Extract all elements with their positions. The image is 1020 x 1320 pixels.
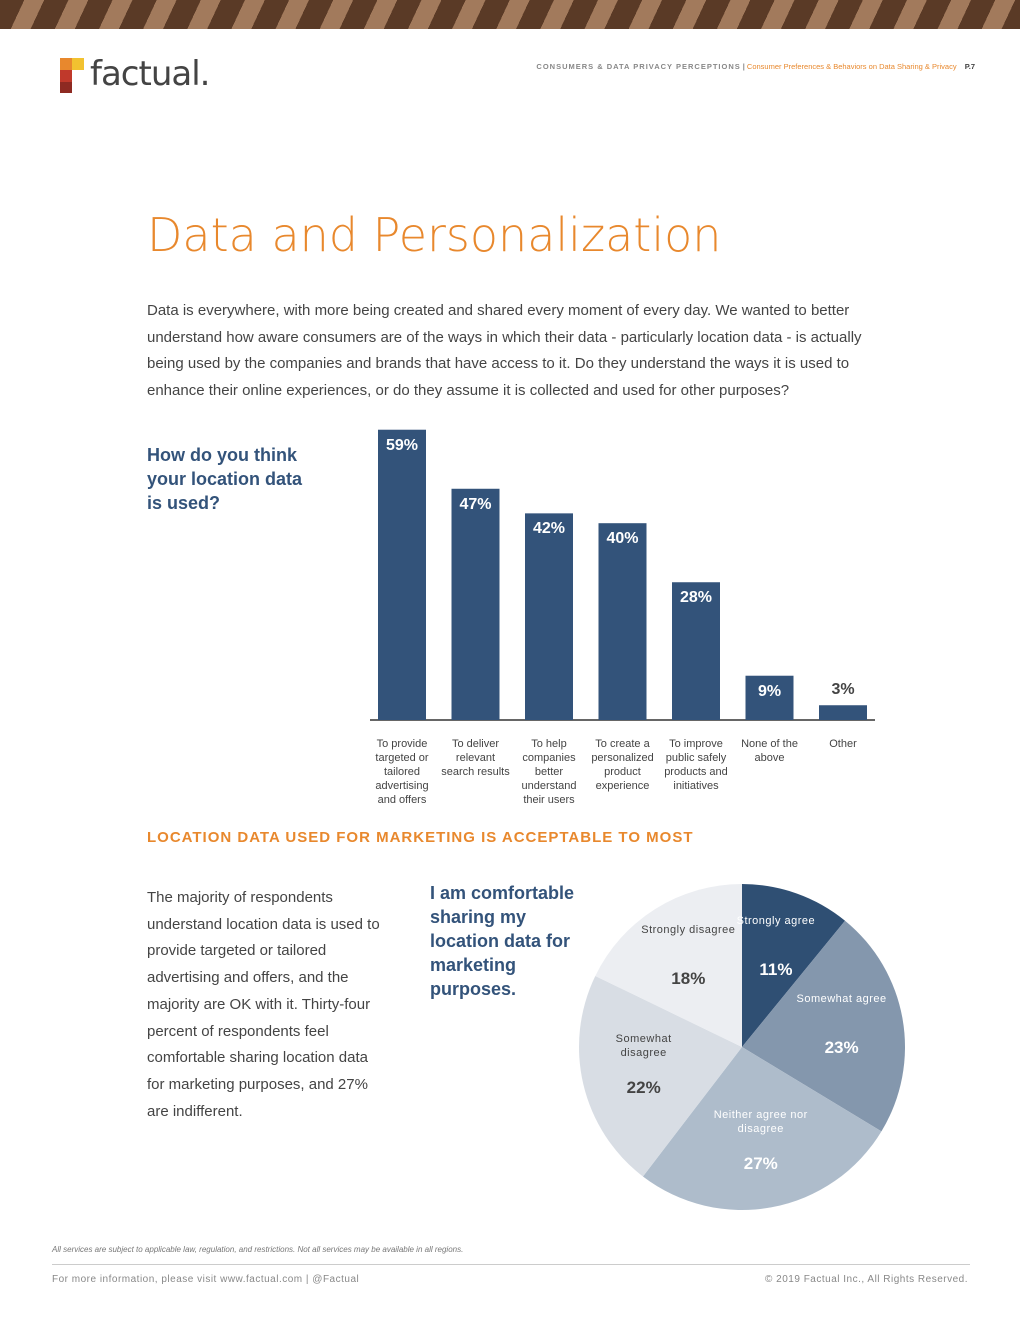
logo-square (72, 58, 84, 70)
pie-chart-title: I am comfortable sharing my location dat… (430, 883, 575, 999)
slice-label: Neither agree nor disagree (713, 1109, 808, 1136)
value-label: 18% (671, 969, 706, 989)
bar (525, 513, 573, 720)
bar (378, 429, 426, 720)
bar (598, 523, 647, 720)
value-label: 23% (824, 1037, 859, 1057)
x-tick-label: To improve public safely products and in… (664, 738, 728, 792)
x-tick-label: None of the above (741, 738, 798, 764)
slice-label: Somewhat agree (796, 992, 887, 1005)
logo-square (60, 82, 72, 93)
section-subtitle: Consumer Preferences & Behaviors on Data… (746, 62, 957, 71)
value-label: 40% (606, 530, 639, 548)
bar (451, 488, 500, 720)
bar-chart-title: How do you think your location data is u… (147, 445, 303, 513)
value-label: 3% (831, 681, 855, 699)
footer-copyright: © 2019 Factual Inc., All Rights Reserved… (765, 1274, 968, 1285)
slice-label: Strongly disagree (641, 924, 736, 937)
pie-slice (595, 884, 742, 1047)
separator: | (742, 62, 745, 71)
bar (672, 582, 720, 720)
intro: Data is everywhere, with more being crea… (147, 302, 862, 400)
title: Data and Personalization (147, 208, 722, 262)
value-label: 42% (532, 520, 566, 538)
section-name: CONSUMERS & DATA PRIVACY PERCEPTIONS (536, 62, 741, 71)
x-tick-label: To create a personalized product experie… (591, 738, 654, 792)
pie-slice (742, 884, 846, 1047)
pie-slice (642, 1047, 882, 1211)
x-tick-label: To deliver relevant search results (441, 738, 510, 778)
slice-label: Strongly agree (736, 914, 816, 927)
body-text: The majority of respondents understand l… (147, 889, 380, 1120)
value-label: 22% (626, 1078, 661, 1098)
value-label: 27% (743, 1154, 778, 1174)
section-heading: LOCATION DATA USED FOR MARKETING IS ACCE… (147, 829, 694, 846)
value-label: 9% (757, 682, 782, 700)
value-label: 11% (759, 959, 793, 979)
x-tick-label: To provide targeted or tailored advertis… (375, 738, 429, 806)
pie-slice (578, 975, 742, 1177)
logo-square (60, 70, 72, 82)
value-label: 59% (385, 436, 419, 454)
pie-slice (742, 920, 905, 1132)
bar (819, 705, 867, 720)
value-label: 28% (679, 589, 713, 607)
disclaimer: All services are subject to applicable l… (52, 1245, 464, 1254)
bar (745, 675, 794, 720)
x-tick-label: To help companies better understand thei… (521, 738, 577, 806)
slice-label: Somewhat disagree (615, 1033, 672, 1060)
footer-contact: For more information, please visit www.f… (52, 1274, 360, 1285)
running-header: CONSUMERS & DATA PRIVACY PERCEPTIONS | C… (536, 62, 975, 71)
x-tick-label: Other (829, 738, 857, 750)
footer-rule (52, 1264, 970, 1265)
banner-photo (0, 0, 1020, 29)
logo-square (60, 58, 72, 70)
page-number: P.7 (964, 62, 975, 71)
value-label: 47% (459, 495, 492, 513)
brand: factual. (90, 54, 210, 94)
